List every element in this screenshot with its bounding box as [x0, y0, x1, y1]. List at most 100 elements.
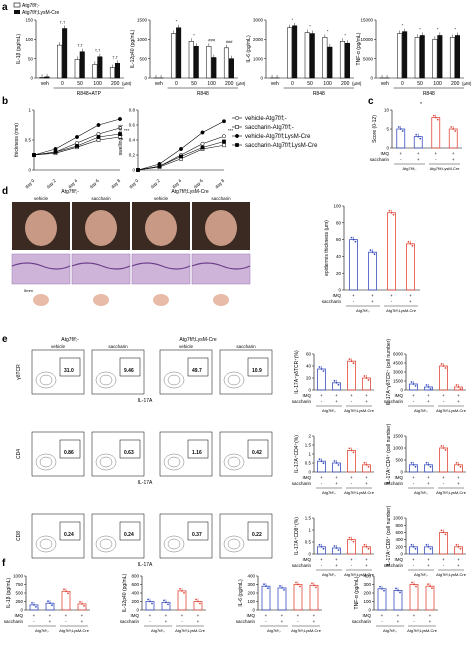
panel-f-3-pm: +: [397, 619, 400, 624]
panel-e-count-2-row-imq: IMQ: [395, 557, 404, 562]
panel-e-pct-2-pm: +: [335, 557, 338, 562]
panel-e-pct-0-pm: +: [335, 393, 338, 398]
legend-a-1: Atg7f/f;-: [22, 3, 40, 9]
panel-f-3-pm: +: [381, 613, 384, 618]
panel-e-pct-1-dot: [366, 464, 368, 466]
panel-e-count-0-y-tick-label: 4500: [393, 361, 404, 366]
bar-open: [323, 37, 328, 78]
panel-e-count-1-dot: [456, 462, 458, 464]
panel-e-pct-0-row-imq: IMQ: [303, 393, 312, 398]
panel-e-count-2-dot: [411, 544, 413, 546]
panel-a-1-y-tick-label: 1000: [137, 37, 148, 42]
panel-a-3-y-tick-label: 5000: [363, 56, 374, 61]
panel-c-pm: +: [417, 157, 420, 162]
panel-e-pct-0-bar: [333, 383, 341, 390]
x-tick-label: day 4: [171, 178, 183, 190]
panel-f-0-bar: [78, 604, 86, 610]
panel-f-1-pm: +: [165, 613, 168, 618]
panel-f-2-pm: +: [265, 613, 268, 618]
panel-e-count-1-bar: [425, 465, 433, 472]
panel-f-1-bar: [194, 602, 202, 611]
panel-f-1-y-tick-label: 400: [131, 591, 139, 596]
panel-e-pct-1-dot: [368, 466, 370, 468]
flow-plot: [220, 514, 272, 558]
panel-e-count-2-y-tick-label: 0: [400, 552, 403, 557]
panel-e-pct-2-bar: [363, 547, 371, 554]
panel-e-count-2-dot: [430, 548, 432, 550]
panel-e-count-1-bar: [455, 465, 463, 472]
panel-e-pct-0-y-label: IL-17A⁺γδTCR⁺(%): [294, 350, 300, 394]
panel-e-count-0-dot: [411, 381, 413, 383]
panel-b-0-y-tick-label: 0.5: [25, 138, 32, 143]
panel-e-count-0-row-sac: saccharin: [384, 399, 404, 404]
lymph-node-image: [153, 294, 169, 306]
panel-a-0-y-label: IL-1β (pg/mL): [16, 34, 22, 64]
panel-b-0-y-tick-label: 1: [28, 108, 31, 113]
panel-f-3-bar: [394, 590, 402, 610]
panel-e-count-2-bar: [410, 547, 418, 554]
panel-f-2-dot: [311, 582, 313, 584]
x-tick-label: day 8: [214, 178, 226, 190]
panel-f-3-pm: +: [429, 619, 432, 624]
panel-e-count-1-dot: [460, 466, 462, 468]
panel-f-3-pm: -: [381, 619, 383, 624]
panel-e-count-2-dot: [428, 546, 430, 548]
panel-e-count-0-y-label: IL-17A⁺γδTCR⁺ (cell number): [386, 339, 392, 405]
panel-d-dot: [374, 253, 376, 255]
panel-f-1-pm: +: [197, 619, 200, 624]
panel-c-pm: +: [434, 151, 437, 156]
panel-e-count-1-pm: +: [427, 481, 430, 486]
panel-d-pm: +: [409, 299, 412, 304]
panel-d-y-tick-label: 40: [336, 254, 342, 259]
panel-f-0-dot: [67, 592, 69, 594]
panel-e-count-2-dot: [443, 532, 445, 534]
panel-c-pm: -: [435, 157, 437, 162]
panel-f-3-group: Atg7f/f;-: [383, 628, 398, 633]
panel-e-pct-1-dot: [334, 460, 336, 462]
panel-f-1-dot: [183, 592, 185, 594]
panel-e-pct-0-row-sac: saccharin: [292, 399, 312, 404]
flow-plot: [32, 350, 84, 394]
legend-marker: [235, 125, 238, 128]
panel-d-y-tick-label: 100: [333, 204, 341, 209]
panel-e-pct-2-dot: [351, 539, 353, 541]
panel-f-0-row-sac: saccharin: [4, 619, 24, 624]
panel-e-pct-2-pm: -: [351, 563, 353, 568]
point-filled-square: [222, 140, 225, 143]
panel-e-pct-2-dot: [353, 541, 355, 543]
panel-e-pct-2-pm: +: [320, 557, 323, 562]
panel-e-pct-2-dot: [366, 546, 368, 548]
unit-label: (μM): [462, 81, 472, 86]
panel-f-3-row-sac: saccharin: [352, 619, 372, 624]
flow-plot: [160, 432, 212, 476]
panel-e-pct-0-dot: [334, 380, 336, 382]
panel-f-3-row-imq: IMQ: [363, 613, 372, 618]
panel-f-0-group: Atg7f/f;-: [35, 628, 50, 633]
panel-f-1-row-imq: IMQ: [131, 613, 140, 618]
panel-e-pct-0-y-tick-label: 60: [306, 352, 312, 357]
panel-e-pct-1-group: Atg7f/f;-: [322, 490, 337, 495]
gate-value: 0.24: [124, 532, 134, 538]
panel-e-pct-0-dot: [368, 379, 370, 381]
legend-marker: [235, 143, 238, 146]
panel-e-count-2-pm: +: [412, 557, 415, 562]
treatment-label: saccharin: [211, 196, 231, 201]
panel-f-1-pm: -: [181, 619, 183, 624]
panel-e-count-0-group: Atg7f/f;-: [414, 408, 429, 413]
panel-letter-d: d: [2, 186, 8, 197]
panel-f-1-dot: [165, 601, 167, 603]
flow-plot: [160, 514, 212, 558]
panel-d-dot: [389, 210, 391, 212]
panel-f-2-bar: [262, 586, 270, 610]
panel-e-count-0-dot: [445, 367, 447, 369]
panel-e-count-0-dot: [456, 384, 458, 386]
panel-e-count-0-pm: -: [443, 399, 445, 404]
group-label: R848: [423, 91, 435, 97]
panel-a-2-y-tick-label: 2000: [253, 37, 264, 42]
panel-e-count-0-pm: +: [427, 399, 430, 404]
panel-c-pm: +: [417, 151, 420, 156]
panel-e-count-0-group: Atg7f/f;LysM-Cre: [436, 408, 467, 413]
panel-e-count-2-group: Atg7f/f;-: [414, 572, 429, 577]
panel-e-pct-0-dot: [351, 360, 353, 362]
ear-shape: [85, 210, 117, 246]
